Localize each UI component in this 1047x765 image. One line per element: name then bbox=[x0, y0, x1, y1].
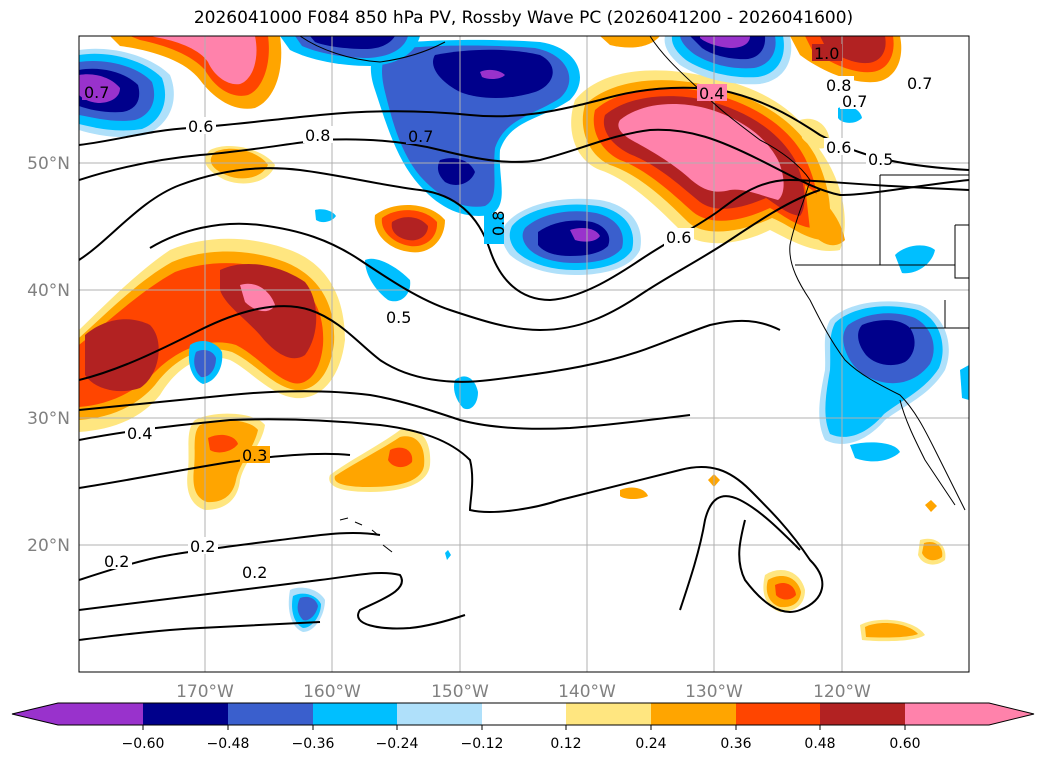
colorbar-tick-label: −0.36 bbox=[292, 736, 335, 752]
contour-label: 0.6 bbox=[666, 228, 691, 247]
pv-shading bbox=[79, 36, 969, 642]
colorbar-tick-label: 0.60 bbox=[889, 736, 920, 752]
lat-label: 40°N bbox=[27, 281, 70, 301]
lon-label: 120°W bbox=[813, 682, 871, 702]
colorbar-tick-label: −0.48 bbox=[207, 736, 250, 752]
lat-label: 20°N bbox=[27, 536, 70, 556]
lat-label: 30°N bbox=[27, 409, 70, 429]
contour-label: 0.2 bbox=[190, 537, 215, 556]
longitude-labels: 170°W 160°W 150°W 140°W 130°W 120°W bbox=[176, 682, 871, 702]
colorbar-tick-label: 0.48 bbox=[804, 736, 835, 752]
lon-label: 170°W bbox=[176, 682, 234, 702]
graticule bbox=[79, 36, 969, 672]
contour-label: 0.8 bbox=[305, 126, 330, 145]
contour-label: 0.8 bbox=[489, 211, 508, 236]
contour-labels: 0.7 0.6 0.8 0.7 0.8 0.6 0.5 0.4 0.3 0.2 … bbox=[82, 44, 935, 582]
colorbar-tick-label: −0.24 bbox=[376, 736, 419, 752]
contour-label: 0.2 bbox=[104, 552, 129, 571]
contour-label: 0.5 bbox=[868, 150, 893, 169]
contour-label: 0.7 bbox=[842, 92, 867, 111]
colorbar-tick-label: 0.12 bbox=[550, 736, 581, 752]
colorbar-tick-label: 0.24 bbox=[635, 736, 666, 752]
colorbar-max-extend bbox=[989, 703, 1034, 725]
contour-label: 0.7 bbox=[408, 127, 433, 146]
contour-label: 0.8 bbox=[826, 76, 851, 95]
contour-label: 0.4 bbox=[699, 84, 724, 103]
pv-contours bbox=[79, 86, 969, 641]
colorbar-tick-label: −0.60 bbox=[122, 736, 165, 752]
contour-label: 0.6 bbox=[188, 117, 213, 136]
contour-label: 0.6 bbox=[826, 138, 851, 157]
contour-label: 1.0 bbox=[814, 44, 839, 63]
contour-label: 0.2 bbox=[242, 563, 267, 582]
contour-label: 0.3 bbox=[242, 446, 267, 465]
colorbar-tick-label: 0.36 bbox=[720, 736, 751, 752]
contour-label: 0.7 bbox=[907, 74, 932, 93]
lon-label: 150°W bbox=[431, 682, 489, 702]
contour-label: 0.7 bbox=[84, 83, 109, 102]
lon-label: 160°W bbox=[303, 682, 361, 702]
coastlines bbox=[299, 36, 969, 553]
contour-label: 0.4 bbox=[127, 424, 152, 443]
lat-label: 50°N bbox=[27, 154, 70, 174]
colorbar-tick-label: −0.12 bbox=[461, 736, 504, 752]
contour-label: 0.5 bbox=[386, 308, 411, 327]
latitude-labels: 50°N 40°N 30°N 20°N bbox=[27, 154, 70, 556]
lon-label: 140°W bbox=[558, 682, 616, 702]
lon-label: 130°W bbox=[685, 682, 743, 702]
colorbar: −0.60 −0.48 −0.36 −0.24 −0.12 0.12 0.24 … bbox=[11, 702, 1035, 752]
colorbar-min-extend bbox=[12, 703, 58, 725]
map-frame bbox=[78, 35, 970, 673]
map-title: 2026041000 F084 850 hPa PV, Rossby Wave … bbox=[193, 8, 854, 28]
